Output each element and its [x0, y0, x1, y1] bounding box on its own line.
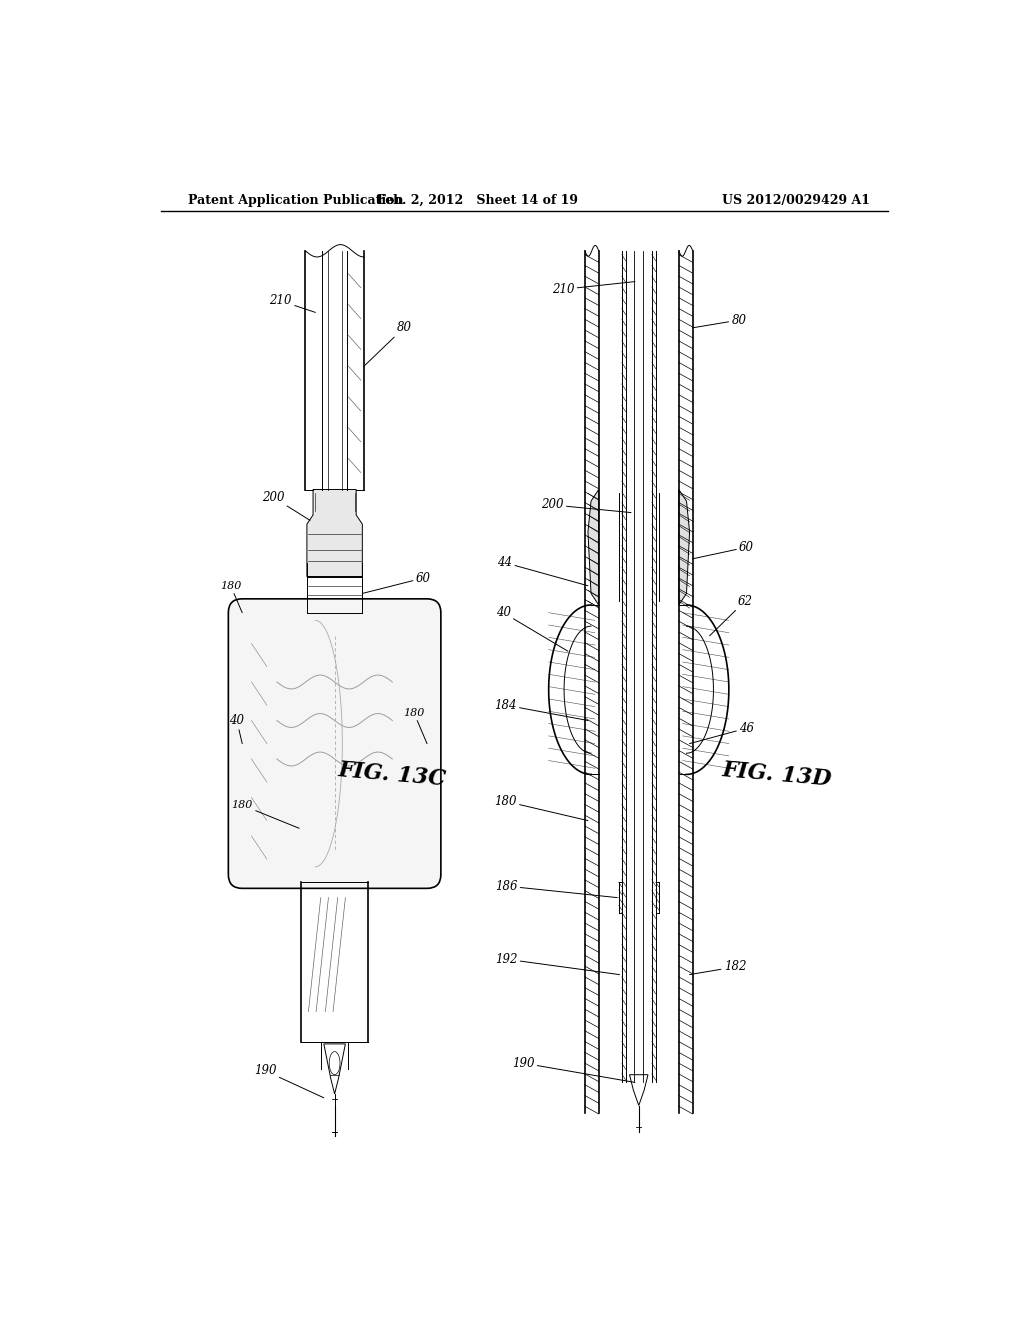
Text: 180: 180 [220, 581, 243, 612]
Text: 200: 200 [542, 499, 631, 512]
Text: 62: 62 [710, 594, 753, 636]
Text: 44: 44 [498, 556, 588, 586]
Text: US 2012/0029429 A1: US 2012/0029429 A1 [722, 194, 869, 207]
Text: 182: 182 [689, 961, 746, 974]
Text: 184: 184 [495, 698, 588, 721]
Text: 60: 60 [362, 572, 431, 594]
Text: FIG. 13D: FIG. 13D [722, 759, 834, 791]
Text: 190: 190 [512, 1056, 635, 1082]
Polygon shape [679, 490, 689, 605]
Text: 186: 186 [495, 879, 617, 898]
Text: 40: 40 [496, 606, 568, 651]
Text: 200: 200 [262, 491, 310, 520]
Text: 60: 60 [692, 541, 754, 558]
FancyBboxPatch shape [228, 599, 441, 888]
Polygon shape [307, 490, 362, 577]
Text: 180: 180 [495, 795, 588, 821]
Text: 210: 210 [269, 294, 315, 313]
Polygon shape [588, 490, 599, 605]
Text: 40: 40 [229, 714, 245, 743]
Text: 180: 180 [403, 708, 427, 743]
Text: Feb. 2, 2012   Sheet 14 of 19: Feb. 2, 2012 Sheet 14 of 19 [377, 194, 578, 207]
Text: 180: 180 [231, 800, 299, 829]
Text: 46: 46 [689, 722, 754, 743]
Text: Patent Application Publication: Patent Application Publication [188, 194, 403, 207]
Text: FIG. 13C: FIG. 13C [337, 759, 447, 791]
Text: 210: 210 [552, 281, 635, 296]
Text: 190: 190 [254, 1064, 324, 1098]
Text: 80: 80 [364, 321, 412, 367]
Text: 192: 192 [495, 953, 620, 974]
Text: 80: 80 [692, 314, 746, 327]
